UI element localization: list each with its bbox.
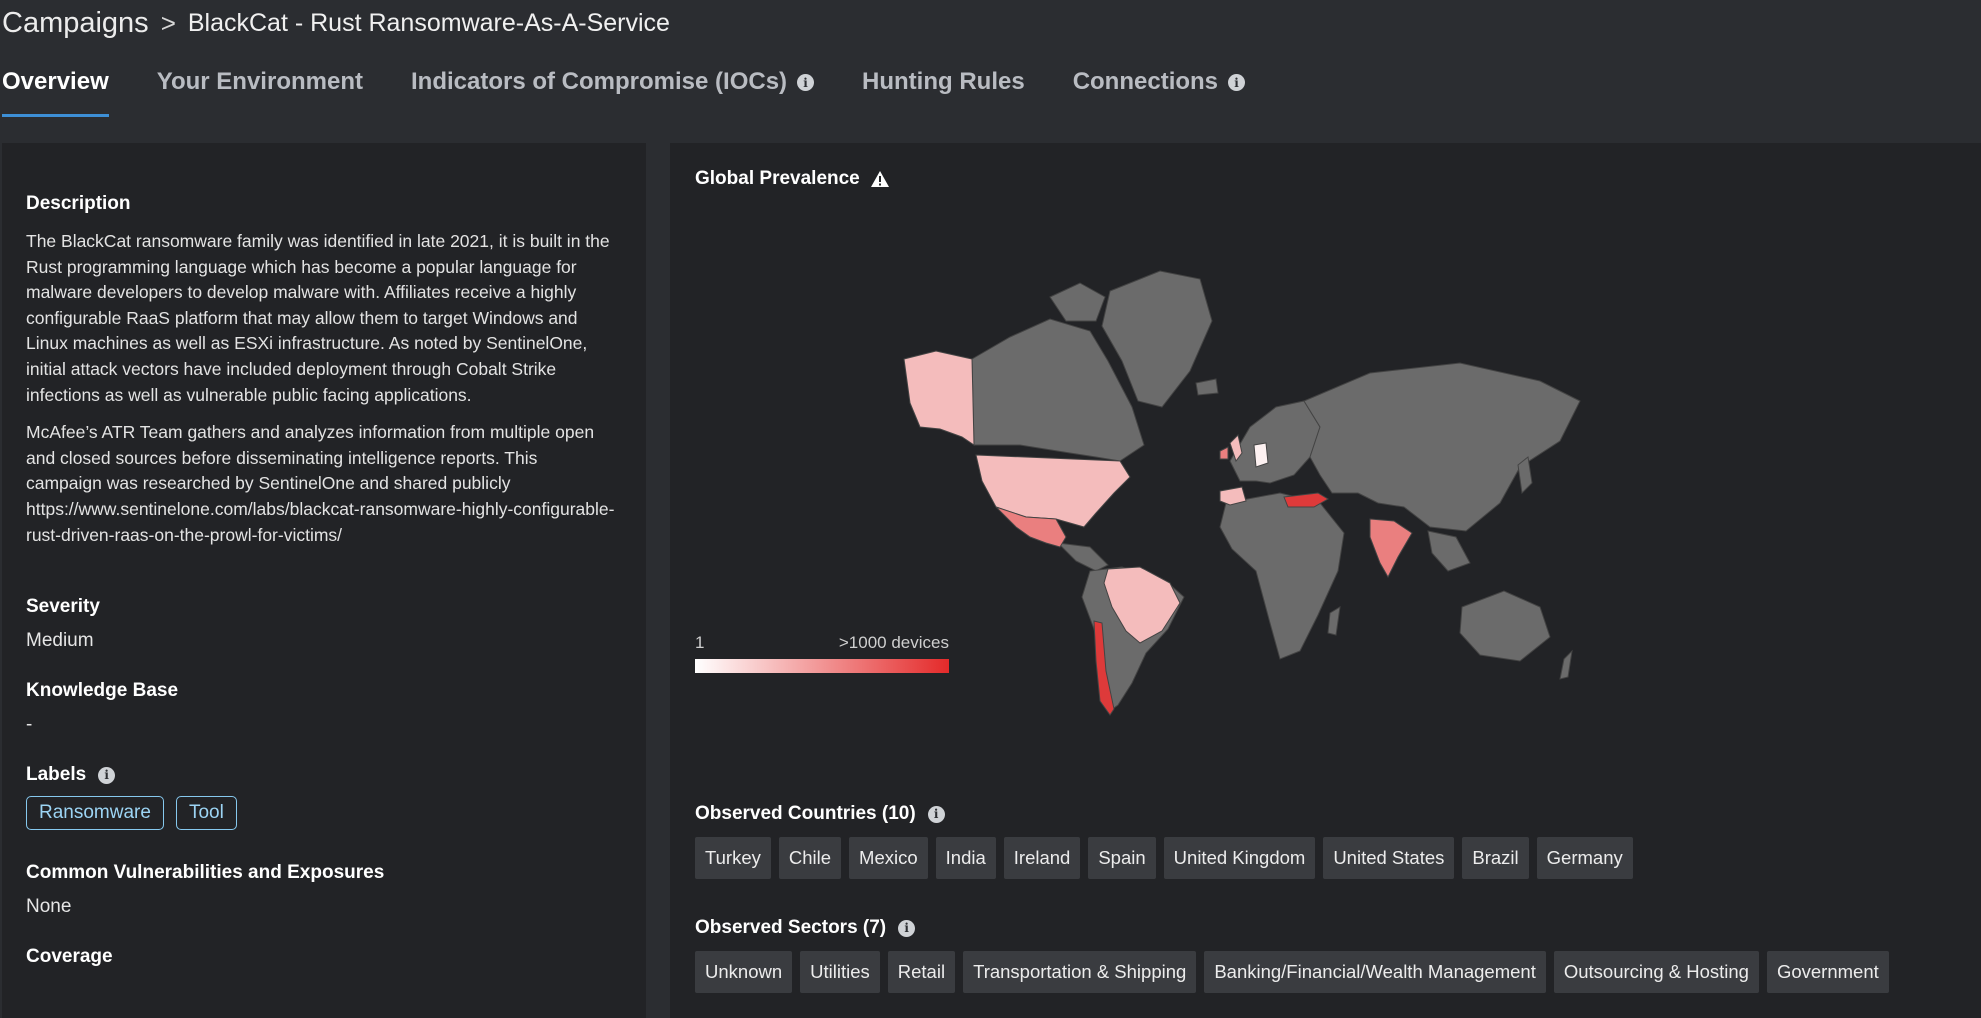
page-title: BlackCat - Rust Ransomware-As-A-Service (187, 8, 670, 37)
tab-label: Connections (1072, 68, 1219, 95)
sector-tag[interactable]: Utilities (800, 951, 880, 993)
observed-countries-list: Turkey Chile Mexico India Ireland Spain … (695, 837, 1633, 879)
severity-title: Severity (26, 596, 100, 618)
tab-overview[interactable]: Overview (2, 62, 109, 120)
severity-section: Severity Medium (26, 596, 622, 652)
coverage-section: Coverage (26, 946, 622, 968)
map-asia (1303, 362, 1581, 532)
map-country-united-states (975, 454, 1131, 528)
severity-value: Medium (26, 630, 94, 652)
tab-label: Overview (2, 68, 109, 95)
label-chip-tool[interactable]: Tool (175, 796, 237, 831)
country-tag[interactable]: United States (1323, 837, 1455, 879)
country-tag[interactable]: United Kingdom (1163, 837, 1316, 879)
info-icon[interactable]: i (797, 74, 815, 91)
observed-sectors-section: Observed Sectors (7) i Unknown Utilities… (695, 917, 1889, 993)
tab-bar: Overview Your Environment Indicators of … (2, 62, 1246, 120)
sector-tag[interactable]: Government (1766, 951, 1889, 993)
map-country-greenland (1101, 270, 1213, 408)
tab-label: Your Environment (156, 68, 363, 95)
tab-connections[interactable]: Connections i (1072, 62, 1246, 120)
legend-gradient-bar (695, 659, 949, 673)
map-country-ireland (1219, 446, 1229, 460)
map-africa (1219, 492, 1345, 660)
map-country-brazil (1103, 566, 1181, 644)
details-panel: Description The BlackCat ransomware fami… (2, 143, 646, 1018)
description-title: Description (26, 193, 131, 214)
info-icon[interactable]: i (1228, 74, 1246, 91)
tab-label: Indicators of Compromise (IOCs) (410, 68, 788, 95)
map-japan (1517, 456, 1533, 495)
warning-icon[interactable] (870, 170, 890, 188)
knowledge-base-value: - (26, 714, 33, 736)
info-icon[interactable]: i (898, 919, 916, 937)
map-country-turkey (1283, 492, 1329, 508)
country-tag[interactable]: Chile (778, 837, 842, 879)
country-tag[interactable]: Germany (1536, 837, 1633, 879)
tab-hunting-rules[interactable]: Hunting Rules (862, 62, 1025, 120)
map-country-united-kingdom (1229, 434, 1243, 463)
info-icon[interactable]: i (927, 805, 945, 823)
cve-value: None (26, 896, 72, 918)
breadcrumb-campaigns-link[interactable]: Campaigns (2, 6, 149, 39)
map-southeast-asia (1427, 530, 1471, 572)
observed-countries-section: Observed Countries (10) i Turkey Chile M… (695, 803, 1633, 879)
observed-countries-title: Observed Countries (10) (695, 803, 916, 824)
map-country-mexico (995, 506, 1067, 548)
country-tag[interactable]: Spain (1088, 837, 1156, 879)
chevron-right-icon: > (160, 7, 176, 38)
sector-tag[interactable]: Transportation & Shipping (963, 951, 1197, 993)
cve-title: Common Vulnerabilities and Exposures (26, 862, 385, 884)
map-europe (1229, 400, 1321, 484)
coverage-title: Coverage (26, 946, 113, 968)
cve-section: Common Vulnerabilities and Exposures Non… (26, 862, 622, 918)
global-prevalence-header: Global Prevalence (695, 168, 890, 190)
country-tag[interactable]: Mexico (849, 837, 928, 879)
sector-tag[interactable]: Retail (887, 951, 956, 993)
description-text: The BlackCat ransomware family was ident… (26, 231, 610, 405)
map-iceland (1195, 378, 1219, 396)
observed-sectors-list: Unknown Utilities Retail Transportation … (695, 951, 1889, 993)
global-prevalence-title: Global Prevalence (695, 168, 860, 189)
map-australia (1459, 590, 1551, 662)
label-chip-ransomware[interactable]: Ransomware (26, 796, 164, 831)
knowledge-base-section: Knowledge Base - (26, 680, 622, 736)
map-legend: 1 >1000 devices (695, 633, 949, 673)
map-country-germany (1253, 442, 1269, 468)
map-arctic-islands (1049, 282, 1106, 322)
tab-iocs[interactable]: Indicators of Compromise (IOCs) i (410, 62, 815, 120)
map-country-canada (971, 318, 1145, 462)
world-prevalence-map[interactable] (900, 231, 1830, 731)
info-icon[interactable]: i (98, 766, 116, 784)
labels-title: Labels (26, 764, 87, 786)
country-tag[interactable]: India (935, 837, 996, 879)
knowledge-base-title: Knowledge Base (26, 680, 179, 702)
description-source-text: McAfee’s ATR Team gathers and analyzes i… (26, 422, 615, 545)
sector-tag[interactable]: Unknown (695, 951, 793, 993)
prevalence-panel: Global Prevalence (670, 143, 1981, 1018)
country-tag[interactable]: Turkey (695, 837, 771, 879)
legend-min-label: 1 (695, 633, 705, 652)
sector-tag[interactable]: Outsourcing & Hosting (1553, 951, 1759, 993)
tab-your-environment[interactable]: Your Environment (157, 62, 363, 120)
labels-list: Ransomware Tool (26, 796, 622, 831)
map-madagascar (1327, 606, 1341, 636)
map-country-india (1369, 518, 1413, 579)
country-tag[interactable]: Ireland (1003, 837, 1081, 879)
map-country-spain (1219, 486, 1247, 506)
breadcrumb: Campaigns > BlackCat - Rust Ransomware-A… (2, 4, 670, 42)
map-country-alaska (903, 350, 975, 446)
legend-max-label: >1000 devices (838, 633, 949, 652)
map-central-america (1056, 542, 1109, 572)
tab-label: Hunting Rules (862, 68, 1025, 95)
sector-tag[interactable]: Banking/Financial/Wealth Management (1204, 951, 1546, 993)
map-new-zealand (1559, 649, 1573, 680)
map-country-chile (1093, 620, 1115, 716)
observed-sectors-title: Observed Sectors (7) (695, 917, 887, 938)
country-tag[interactable]: Brazil (1462, 837, 1529, 879)
labels-section: Labels i Ransomware Tool (26, 764, 622, 831)
